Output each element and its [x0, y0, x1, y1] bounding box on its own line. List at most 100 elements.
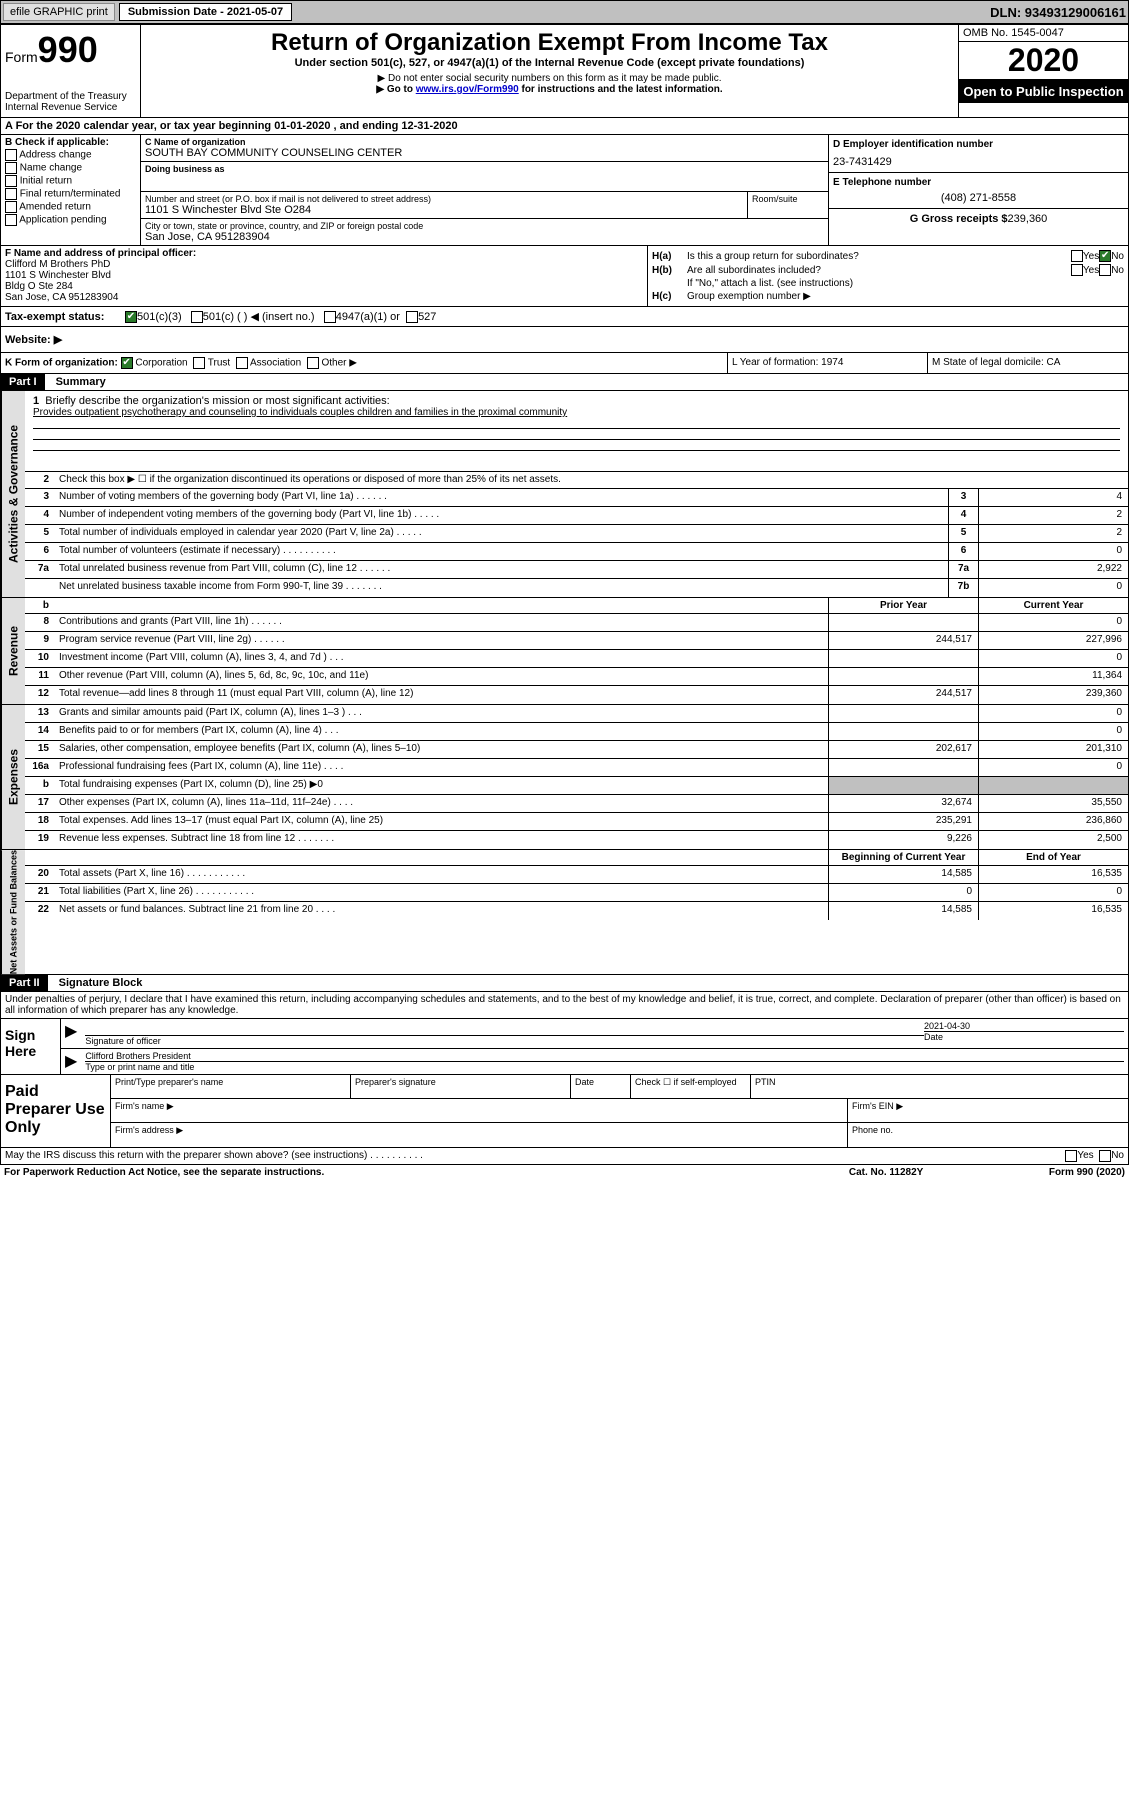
officer-printed-name: Clifford Brothers President	[85, 1051, 1124, 1061]
table-row: 6Total number of volunteers (estimate if…	[25, 543, 1128, 561]
table-row: Net unrelated business taxable income fr…	[25, 579, 1128, 597]
table-row: 12Total revenue—add lines 8 through 11 (…	[25, 686, 1128, 704]
addr-label: Number and street (or P.O. box if mail i…	[145, 194, 743, 204]
form-header: Form990 Department of the Treasury Inter…	[0, 24, 1129, 118]
officer-addr3: San Jose, CA 951283904	[5, 292, 643, 303]
chk-501c3	[125, 311, 137, 323]
room-suite-label: Room/suite	[748, 192, 828, 218]
chk-amended[interactable]: Amended return	[5, 201, 136, 213]
vtab-governance: Activities & Governance	[1, 391, 25, 597]
table-row: 7aTotal unrelated business revenue from …	[25, 561, 1128, 579]
table-row: 11Other revenue (Part VIII, column (A), …	[25, 668, 1128, 686]
org-name: SOUTH BAY COMMUNITY COUNSELING CENTER	[145, 147, 824, 159]
m-state-domicile: M State of legal domicile: CA	[928, 353, 1128, 373]
prep-sig-label: Preparer's signature	[351, 1075, 571, 1098]
hc-text: Group exemption number ▶	[687, 291, 811, 302]
vtab-net-assets: Net Assets or Fund Balances	[1, 850, 25, 974]
note-ssn: ▶ Do not enter social security numbers o…	[145, 73, 954, 84]
table-row: 13Grants and similar amounts paid (Part …	[25, 705, 1128, 723]
paid-preparer-label: Paid Preparer Use Only	[1, 1075, 111, 1147]
omb-number: OMB No. 1545-0047	[959, 25, 1128, 42]
org-address: 1101 S Winchester Blvd Ste O284	[145, 204, 743, 216]
prep-name-label: Print/Type preparer's name	[111, 1075, 351, 1098]
form-subtitle: Under section 501(c), 527, or 4947(a)(1)…	[145, 57, 954, 69]
vtab-revenue: Revenue	[1, 598, 25, 704]
table-row: 20Total assets (Part X, line 16) . . . .…	[25, 866, 1128, 884]
note-goto-post: for instructions and the latest informat…	[519, 84, 723, 95]
ha-no-checked	[1099, 250, 1111, 262]
sig-officer-label: Signature of officer	[85, 1035, 924, 1046]
chk-initial[interactable]: Initial return	[5, 175, 136, 187]
mission-text: Provides outpatient psychotherapy and co…	[33, 407, 1120, 418]
form-prefix: Form	[5, 49, 38, 65]
q2-text: Check this box ▶ ☐ if the organization d…	[55, 472, 1128, 488]
row-j-website: Website: ▶	[0, 327, 1129, 353]
submission-date: Submission Date - 2021-05-07	[119, 3, 292, 21]
row-a-tax-year: A For the 2020 calendar year, or tax yea…	[0, 118, 1129, 135]
arrow-icon: ▶	[65, 1021, 77, 1046]
part1-title: Summary	[48, 374, 114, 390]
col-b-checkboxes: B Check if applicable: Address change Na…	[1, 135, 141, 245]
table-row: 14Benefits paid to or for members (Part …	[25, 723, 1128, 741]
sig-date: 2021-04-30	[924, 1021, 1124, 1031]
section-revenue: Revenue bPrior YearCurrent Year 8Contrib…	[0, 598, 1129, 705]
k-label: K Form of organization:	[5, 358, 118, 369]
table-row: 3Number of voting members of the governi…	[25, 489, 1128, 507]
table-row: 18Total expenses. Add lines 13–17 (must …	[25, 813, 1128, 831]
prep-ptin-label: PTIN	[751, 1075, 1128, 1098]
prep-date-label: Date	[571, 1075, 631, 1098]
hdr-begin-year: Beginning of Current Year	[828, 850, 978, 865]
chk-name[interactable]: Name change	[5, 162, 136, 174]
prep-self-emp: Check ☐ if self-employed	[631, 1075, 751, 1098]
hdr-end-year: End of Year	[978, 850, 1128, 865]
org-city: San Jose, CA 951283904	[145, 231, 824, 243]
l-year-formation: L Year of formation: 1974	[728, 353, 928, 373]
chk-corp	[121, 357, 133, 369]
phone-value: (408) 271-8558	[833, 192, 1124, 204]
irs-discuss-row: May the IRS discuss this return with the…	[0, 1148, 1129, 1165]
q1-label: Briefly describe the organization's miss…	[45, 395, 389, 407]
dept-label: Department of the Treasury	[5, 91, 136, 102]
name-title-label: Type or print name and title	[85, 1061, 1124, 1072]
section-governance: Activities & Governance 1 Briefly descri…	[0, 391, 1129, 598]
part2-header: Part II Signature Block	[0, 975, 1129, 992]
hb-note: If "No," attach a list. (see instruction…	[652, 278, 1124, 289]
table-row: 15Salaries, other compensation, employee…	[25, 741, 1128, 759]
form-number: 990	[38, 29, 98, 70]
col-b-header: B Check if applicable:	[5, 137, 136, 148]
efile-button[interactable]: efile GRAPHIC print	[3, 3, 115, 21]
vtab-expenses: Expenses	[1, 705, 25, 849]
note-goto-pre: ▶ Go to	[376, 84, 415, 95]
chk-pending[interactable]: Application pending	[5, 214, 136, 226]
chk-final[interactable]: Final return/terminated	[5, 188, 136, 200]
table-row: 5Total number of individuals employed in…	[25, 525, 1128, 543]
firm-addr-label: Firm's address ▶	[111, 1123, 848, 1147]
firm-name-label: Firm's name ▶	[111, 1099, 848, 1122]
table-row: 10Investment income (Part VIII, column (…	[25, 650, 1128, 668]
section-expenses: Expenses 13Grants and similar amounts pa…	[0, 705, 1129, 850]
page-footer: For Paperwork Reduction Act Notice, see …	[0, 1165, 1129, 1180]
arrow-icon: ▶	[65, 1051, 77, 1072]
cat-number: Cat. No. 11282Y	[849, 1167, 1049, 1178]
firm-phone-label: Phone no.	[848, 1123, 1128, 1147]
dln-label: DLN: 93493129006161	[990, 5, 1126, 20]
irs-label: Internal Revenue Service	[5, 102, 136, 113]
table-row: 16aProfessional fundraising fees (Part I…	[25, 759, 1128, 777]
paperwork-notice: For Paperwork Reduction Act Notice, see …	[4, 1167, 849, 1178]
table-row: 9Program service revenue (Part VIII, lin…	[25, 632, 1128, 650]
hdr-prior-year: Prior Year	[828, 598, 978, 613]
part2-title: Signature Block	[51, 975, 151, 991]
ein-value: 23-7431429	[833, 156, 1124, 168]
e-phone-label: E Telephone number	[833, 177, 1124, 188]
city-label: City or town, state or province, country…	[145, 221, 824, 231]
officer-addr1: 1101 S Winchester Blvd	[5, 270, 643, 281]
i-label: Tax-exempt status:	[5, 311, 125, 323]
chk-address[interactable]: Address change	[5, 149, 136, 161]
declaration-text: Under penalties of perjury, I declare th…	[0, 992, 1129, 1019]
table-row: 17Other expenses (Part IX, column (A), l…	[25, 795, 1128, 813]
g-receipts-label: G Gross receipts $	[910, 213, 1008, 225]
row-i-tax-status: Tax-exempt status: 501(c)(3) 501(c) ( ) …	[0, 307, 1129, 327]
open-public-badge: Open to Public Inspection	[959, 80, 1128, 103]
irs-link[interactable]: www.irs.gov/Form990	[416, 84, 519, 95]
table-row: 21Total liabilities (Part X, line 26) . …	[25, 884, 1128, 902]
